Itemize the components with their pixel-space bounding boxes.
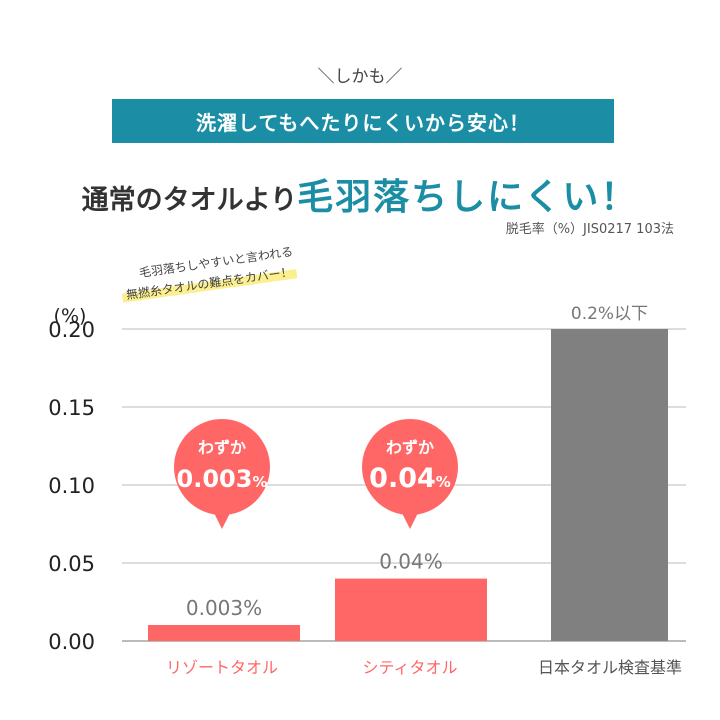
category-label: シティタオル (362, 658, 457, 677)
callout-label: わずか (386, 438, 434, 457)
callout-value: 0.003% (177, 465, 268, 493)
headline-part1: 通常のタオルより (81, 185, 298, 216)
category-label: リゾートタオル (166, 658, 278, 677)
callout-tail (401, 511, 419, 529)
y-tick-label: 0.10 (48, 474, 95, 498)
callout-unit: % (252, 473, 267, 491)
y-tick-label: 0.20 (48, 318, 95, 342)
data-label: 0.2%以下 (571, 304, 648, 324)
headline: 通常のタオルより毛羽落ちしにくい！ (0, 168, 720, 220)
y-tick-label: 0.00 (48, 630, 95, 654)
data-label: 0.04% (379, 550, 443, 574)
bar (551, 329, 668, 641)
headline-part2: 毛羽落ちしにくい！ (297, 177, 639, 218)
bar (335, 578, 487, 641)
kicker-text: ＼しかも／ (317, 67, 403, 87)
callout-unit: % (436, 473, 451, 491)
callout-label: わずか (198, 438, 246, 457)
bar (148, 625, 300, 641)
y-tick-label: 0.15 (48, 396, 95, 420)
category-label: 日本タオル検査基準 (538, 658, 682, 677)
callout-bubble (174, 419, 270, 515)
data-label: 0.003% (186, 596, 262, 620)
method-note: 脱毛率（%）JIS0217 103法 (505, 222, 674, 237)
callout-bubble (362, 419, 458, 515)
banner: 洗濯してもへたりにくいから安心！ (112, 99, 614, 143)
y-axis-label: (%) (54, 305, 87, 327)
y-tick-label: 0.05 (48, 552, 95, 576)
callout-tail (213, 511, 231, 529)
